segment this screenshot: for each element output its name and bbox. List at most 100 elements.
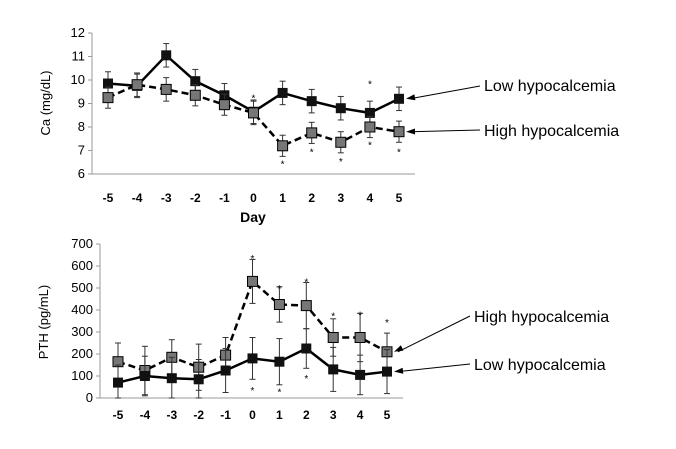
pth-y-axis-label: PTH (pg/mL): [36, 285, 51, 359]
pth-significance-marker: *: [358, 310, 362, 321]
ca-data-point: [393, 126, 405, 138]
ca-y-axis-label: Ca (mg/dL): [38, 70, 53, 135]
pth-data-point: [220, 365, 231, 376]
pth-data-point: [382, 366, 392, 377]
pth-data-point: [247, 353, 258, 364]
pth-y-tick-label: 0: [86, 390, 93, 405]
ca-data-point: [335, 136, 347, 148]
pth-significance-marker: *: [251, 386, 255, 397]
pth-x-tick-label: -1: [220, 408, 231, 422]
pth-data-point: [327, 332, 339, 343]
ca-x-axis-label: Day: [240, 209, 266, 225]
ca-data-point: [306, 96, 317, 107]
pth-significance-marker: *: [385, 318, 389, 329]
pth-data-point: [113, 377, 123, 388]
ca-data-point: [277, 87, 288, 98]
pth-significance-marker: *: [304, 277, 308, 288]
ca-arrow-head: [406, 94, 416, 101]
ca-significance-marker: *: [397, 148, 401, 159]
ca-x-tick-label: 5: [396, 191, 403, 205]
pth-data-point: [166, 373, 177, 384]
ca-series-line: [107, 83, 400, 148]
ca-data-point: [364, 121, 376, 133]
ca-data-point: [248, 107, 259, 119]
pth-significance-marker: *: [304, 374, 308, 385]
pth-data-point: [328, 364, 339, 375]
ca-y-tick-label: 12: [71, 25, 85, 40]
ca-x-tick-label: 4: [367, 191, 374, 205]
ca-significance-marker: *: [368, 140, 372, 151]
ca-legend-low: Low hypocalcemia: [484, 78, 616, 95]
ca-data-point: [102, 92, 114, 104]
ca-significance-marker: *: [339, 157, 343, 168]
pth-data-point: [273, 299, 285, 310]
ca-legend-arrow: [409, 85, 481, 100]
pth-x-tick-label: 5: [384, 408, 391, 422]
pth-data-point: [193, 374, 204, 385]
ca-y-tick-label: 9: [78, 96, 85, 111]
ca-y-tick-label: 8: [78, 119, 85, 134]
pth-y-tick-label: 200: [71, 346, 93, 361]
pth-data-point: [354, 332, 366, 343]
ca-x-tick-label: -1: [219, 191, 230, 205]
ca-legend-arrow: [409, 129, 481, 133]
ca-data-point: [277, 140, 289, 152]
pth-data-point: [355, 369, 366, 380]
pth-significance-marker: *: [277, 387, 281, 398]
pth-x-tick-label: 2: [303, 408, 310, 422]
ca-data-point: [306, 127, 318, 139]
pth-significance-marker: *: [331, 311, 335, 322]
ca-x-tick-label: 2: [308, 191, 315, 205]
pth-x-tick-label: -4: [140, 408, 151, 422]
pth-x-tick-label: -3: [166, 408, 177, 422]
ca-x-tick-label: 0: [250, 191, 257, 205]
pth-x-tick-label: 4: [357, 408, 364, 422]
ca-x-tick-label: -2: [190, 191, 201, 205]
ca-data-point: [103, 78, 113, 89]
pth-data-point: [274, 356, 285, 367]
ca-y-tick-label: 11: [72, 49, 86, 64]
ca-y-tick-label: 10: [71, 72, 85, 87]
ca-x-tick-label: 3: [337, 191, 344, 205]
pth-y-tick-label: 400: [71, 302, 93, 317]
ca-data-point: [335, 103, 346, 114]
pth-data-point: [247, 275, 258, 287]
pth-x-tick-label: 1: [276, 408, 283, 422]
pth-y-tick-label: 300: [71, 324, 93, 339]
ca-x-tick-label: -5: [103, 191, 114, 205]
ca-data-point: [160, 83, 172, 95]
pth-y-tick-label: 100: [71, 368, 93, 383]
pth-x-tick-label: -2: [193, 408, 204, 422]
ca-y-tick-label: 7: [78, 143, 85, 158]
ca-y-tick-label: 6: [78, 166, 85, 181]
ca-significance-marker: *: [281, 159, 285, 170]
ca-significance-marker: *: [310, 148, 314, 159]
pth-x-tick-label: -5: [113, 408, 124, 422]
ca-significance-marker: *: [252, 93, 256, 104]
ca-significance-marker: *: [368, 79, 372, 90]
pth-y-tick-label: 600: [71, 258, 93, 273]
ca-data-point: [218, 99, 230, 111]
pth-legend-low: Low hypocalcemia: [474, 357, 606, 374]
pth-significance-marker: *: [251, 254, 255, 265]
ca-x-tick-label: -4: [132, 191, 143, 205]
pth-legend-high: High hypocalcemia: [474, 309, 609, 326]
ca-x-tick-label: -3: [161, 191, 172, 205]
ca-arrow-head: [406, 128, 416, 135]
pth-significance-marker: *: [277, 284, 281, 295]
pth-legend-arrow: [397, 315, 471, 353]
ca-data-point: [131, 79, 143, 91]
ca-data-point: [364, 107, 375, 118]
pth-x-tick-label: 0: [249, 408, 256, 422]
pth-data-point: [301, 343, 312, 354]
pth-data-point: [300, 300, 312, 312]
pth-y-tick-label: 500: [71, 280, 93, 295]
ca-data-point: [161, 50, 172, 61]
ca-data-point: [394, 93, 404, 104]
ca-legend-high: High hypocalcemia: [484, 123, 619, 140]
ca-data-point: [190, 76, 201, 87]
ca-data-point: [189, 89, 201, 101]
pth-x-tick-label: 3: [330, 408, 337, 422]
